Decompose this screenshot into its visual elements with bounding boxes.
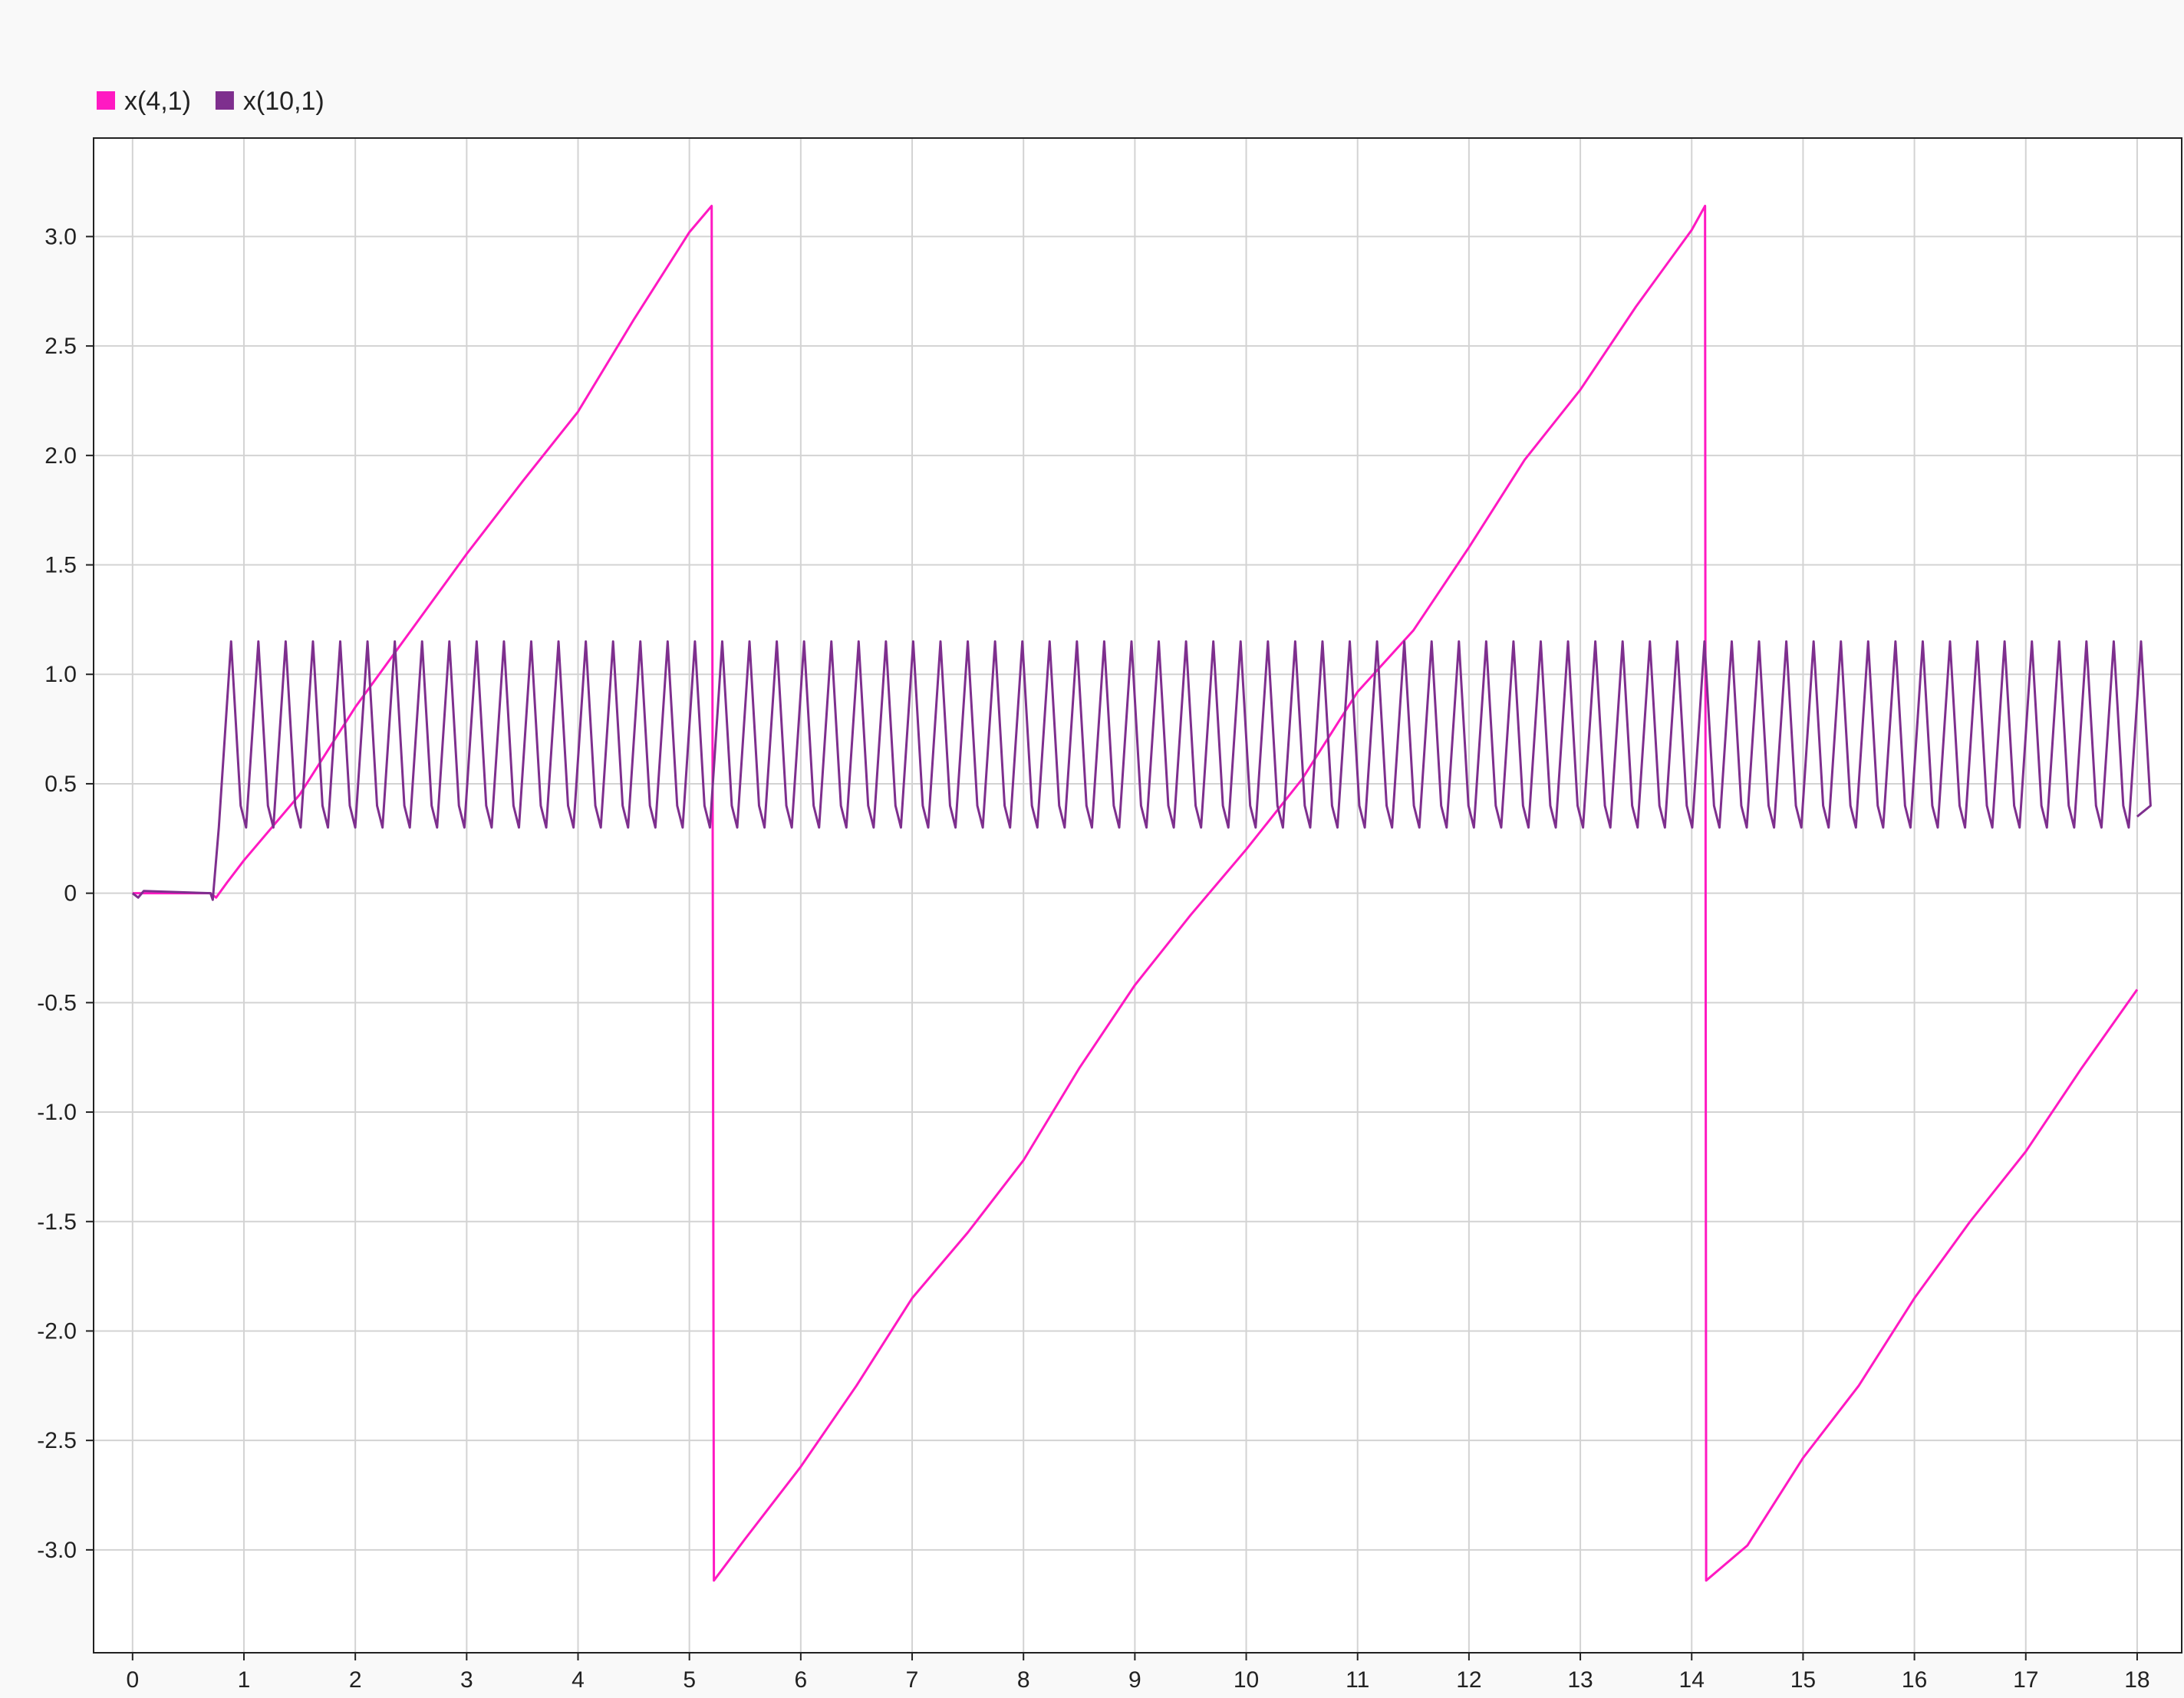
x-tick-label: 4 (572, 1667, 585, 1693)
y-tick-label: -3.0 (37, 1538, 77, 1563)
y-tick-label: 2.0 (44, 443, 77, 469)
x-tick-label: 14 (1679, 1667, 1705, 1693)
x-tick-label: 9 (1128, 1667, 1141, 1693)
y-tick-label: 0.5 (44, 772, 77, 797)
grid-lines (94, 138, 2182, 1653)
series-line-0 (132, 204, 2139, 1582)
legend-swatch (97, 91, 115, 110)
y-tick-label: 3.0 (44, 224, 77, 249)
x-tick-label: 11 (1346, 1667, 1369, 1693)
x-tick-label: 12 (1456, 1667, 1481, 1693)
y-tick-label: -0.5 (37, 990, 77, 1015)
y-tick-label: -1.5 (37, 1209, 77, 1235)
y-tick-label: 2.5 (44, 334, 77, 359)
series-line-1 (131, 640, 2152, 901)
x-tick-label: 0 (126, 1667, 139, 1693)
y-tick-label: -1.0 (37, 1100, 77, 1125)
plot-area (94, 138, 2182, 1653)
x-tick-label: 7 (906, 1667, 919, 1693)
y-tick-label: -2.5 (37, 1428, 77, 1453)
y-tick-label: 1.5 (44, 553, 77, 578)
x-tick-label: 1 (238, 1667, 251, 1693)
y-tick-label: 0 (64, 881, 77, 907)
legend: x(4,1) x(10,1) (97, 87, 324, 116)
x-tick-label: 5 (683, 1667, 696, 1693)
x-tick-label: 17 (2013, 1667, 2038, 1693)
plot-border (93, 137, 2182, 1654)
x-tick-label: 18 (2124, 1667, 2149, 1693)
y-tick-label: 1.0 (44, 662, 77, 687)
y-axis: 3.0 2.5 2.0 1.5 1.0 0.5 0 -0.5 -1.0 -1.5 -2.0 -2.5 -… (37, 224, 94, 1563)
x-tick-label: 8 (1017, 1667, 1030, 1693)
x-tick-label: 16 (1902, 1667, 1927, 1693)
x-tick-label: 10 (1234, 1667, 1259, 1693)
x-tick-label: 3 (460, 1667, 473, 1693)
legend-label: x(4,1) (124, 87, 191, 116)
x-tick-label: 13 (1567, 1667, 1593, 1693)
x-tick-label: 15 (1790, 1667, 1816, 1693)
x-axis: 0 1 2 3 4 5 6 7 8 9 10 11 12 13 14 15 16 17 18 (126, 1653, 2150, 1693)
legend-label: x(10,1) (243, 87, 324, 116)
x-tick-label: 6 (795, 1667, 808, 1693)
y-tick-label: -2.0 (37, 1318, 77, 1344)
series-layer (131, 204, 2152, 1582)
legend-swatch (215, 91, 234, 110)
x-tick-label: 2 (349, 1667, 362, 1693)
